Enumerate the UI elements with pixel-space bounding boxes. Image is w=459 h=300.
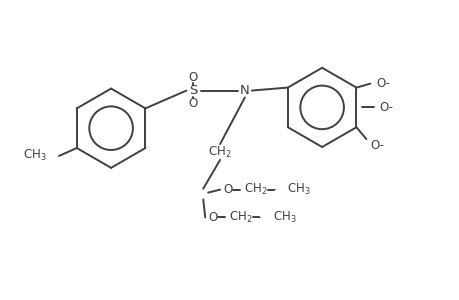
Text: O: O (223, 183, 232, 196)
Text: CH$_3$: CH$_3$ (287, 182, 310, 197)
Text: CH$_2$: CH$_2$ (229, 210, 252, 225)
Text: CH$_3$: CH$_3$ (272, 210, 296, 225)
Text: -: - (271, 183, 275, 196)
Text: O: O (208, 211, 217, 224)
Text: O-: O- (379, 101, 393, 114)
Text: O: O (188, 71, 197, 84)
Text: S: S (189, 84, 197, 97)
Text: CH$_2$: CH$_2$ (243, 182, 267, 197)
Text: -: - (233, 183, 238, 196)
Text: -: - (256, 211, 260, 224)
Text: O: O (188, 97, 197, 110)
Text: N: N (240, 84, 249, 97)
Text: O-: O- (369, 139, 383, 152)
Text: CH$_2$: CH$_2$ (208, 144, 231, 160)
Text: O-: O- (375, 77, 389, 90)
Text: CH$_3$: CH$_3$ (23, 148, 47, 164)
Text: -: - (218, 211, 223, 224)
